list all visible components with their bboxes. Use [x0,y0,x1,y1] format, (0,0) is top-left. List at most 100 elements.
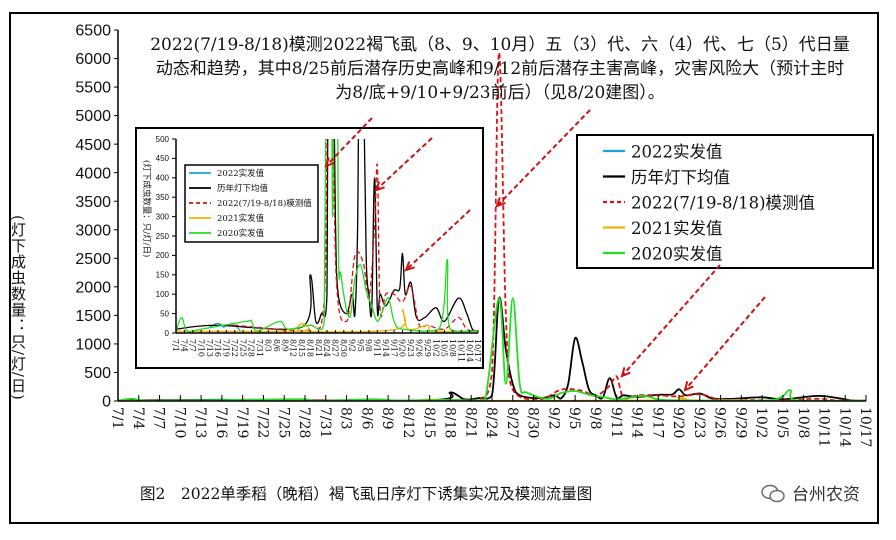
x-tick-label: 7/31 [317,407,333,438]
x-tick-label: 9/26 [414,339,423,357]
arrow-shaft [496,109,591,207]
annotation-arrow [620,264,721,378]
x-tick-label: 10/14 [465,339,474,362]
arrow-head [683,381,694,392]
x-tick-label: 7/16 [213,407,229,439]
x-tick-label: 7/25 [238,339,247,357]
y-tick-label: 2500 [75,251,111,268]
y-tick-label: 100 [156,290,170,299]
x-tick-label: 7/28 [247,339,256,357]
arrow-head [495,197,506,208]
arrow-shaft [405,209,471,271]
arrow-head [374,181,385,192]
series-line [176,139,479,333]
x-tick-label: 8/27 [504,407,520,438]
x-tick-label: 8/24 [322,339,331,357]
x-tick-label: 7/28 [296,407,312,438]
x-tick-label: 10/17 [857,407,873,447]
x-tick-label: 9/29 [423,339,432,357]
x-tick-label: 8/6 [272,339,281,352]
series-line [225,139,479,332]
y-tick-label: 200 [156,251,170,260]
x-tick-label: 10/2 [753,407,769,438]
x-tick-label: 8/21 [314,339,323,357]
arrow-shaft [375,137,433,191]
x-tick-label: 7/7 [188,339,197,352]
x-tick-label: 10/11 [456,339,465,362]
watermark-text: 台州农资 [792,485,860,505]
y-tick-label: 4500 [75,137,111,154]
x-tick-label: 7/19 [234,407,250,438]
x-tick-label: 8/30 [339,339,348,357]
x-tick-label: 9/17 [649,407,665,438]
series-line [176,139,479,332]
y-tick-label: 6000 [75,51,111,68]
y-tick-label: 6500 [75,23,111,40]
x-tick-label: 8/9 [379,407,395,430]
x-tick-label: 8/24 [483,407,499,439]
arrow-head [404,261,415,272]
annotation-arrow [404,209,471,272]
inset-y-axis-label: (灯下成虫数量：只/灯/日) [141,160,152,257]
y-tick-label: 4000 [75,165,111,182]
legend-box [184,164,319,243]
x-tick-label: 8/18 [442,407,458,438]
annotation-arrow [683,296,766,392]
arrow-shaft [325,117,373,167]
y-tick-label: 0 [102,394,111,411]
x-tick-label: 10/2 [431,339,440,357]
x-tick-label: 8/21 [462,407,478,438]
x-tick-label: 7/10 [171,407,187,438]
y-tick-label: 2000 [75,279,111,296]
x-tick-label: 7/4 [180,339,189,352]
x-tick-label: 10/8 [448,339,457,357]
arrow-head [620,367,631,378]
x-tick-label: 9/20 [670,407,686,438]
x-tick-label: 7/4 [130,407,146,430]
x-tick-label: 9/17 [389,339,398,357]
y-tick-label: 3000 [75,222,111,239]
x-tick-label: 7/16 [213,339,222,357]
y-tick-label: 5500 [75,80,111,97]
x-tick-label: 8/9 [280,339,289,352]
annotation-arrow [324,117,373,168]
x-tick-label: 9/14 [381,339,390,357]
x-tick-label: 9/20 [398,339,407,357]
legend-entry: 2021实发值 [217,213,265,224]
y-tick-label: 1500 [75,308,111,325]
arrow-shaft [621,264,721,377]
x-tick-label: 10/14 [836,407,852,447]
x-tick-label: 10/5 [774,407,790,438]
arrow-head [324,157,335,168]
annotation-arrow [495,109,591,208]
y-tick-label: 350 [156,193,170,202]
x-tick-label: 8/12 [400,407,416,438]
x-tick-label: 9/11 [608,407,624,438]
annotation-arrow [374,137,433,192]
x-tick-label: 8/18 [305,339,314,357]
x-tick-label: 8/27 [331,339,340,357]
x-tick-label: 9/2 [347,339,356,352]
x-tick-label: 8/12 [289,339,298,357]
x-tick-label: 9/23 [691,407,707,438]
chart-title: 2022(7/19-8/18)模测2022褐飞虱（8、9、10月）五（3）代、六… [150,35,850,103]
y-tick-label: 0 [165,329,170,338]
series-line [176,309,479,333]
legend-box [576,134,874,269]
x-tick-label: 8/30 [525,407,541,438]
x-tick-label: 7/10 [196,339,205,357]
x-tick-label: 9/5 [356,339,365,352]
x-tick-label: 8/15 [421,407,437,438]
legend-entry: 历年灯下均值 [631,168,730,187]
x-tick-label: 7/1 [171,339,180,352]
x-tick-label: 9/8 [587,407,603,430]
x-tick-label: 9/2 [545,407,561,430]
x-tick-label: 9/29 [732,407,748,438]
x-tick-label: 7/1 [109,407,125,430]
legend-entry: 2022(7/19-8/18)模测值 [217,198,312,209]
x-tick-label: 8/6 [358,407,374,430]
y-tick-label: 3500 [75,194,111,211]
legend-entry: 2022(7/19-8/18)模测值 [631,193,815,212]
x-tick-label: 9/26 [712,407,728,439]
x-tick-label: 10/11 [816,407,832,447]
